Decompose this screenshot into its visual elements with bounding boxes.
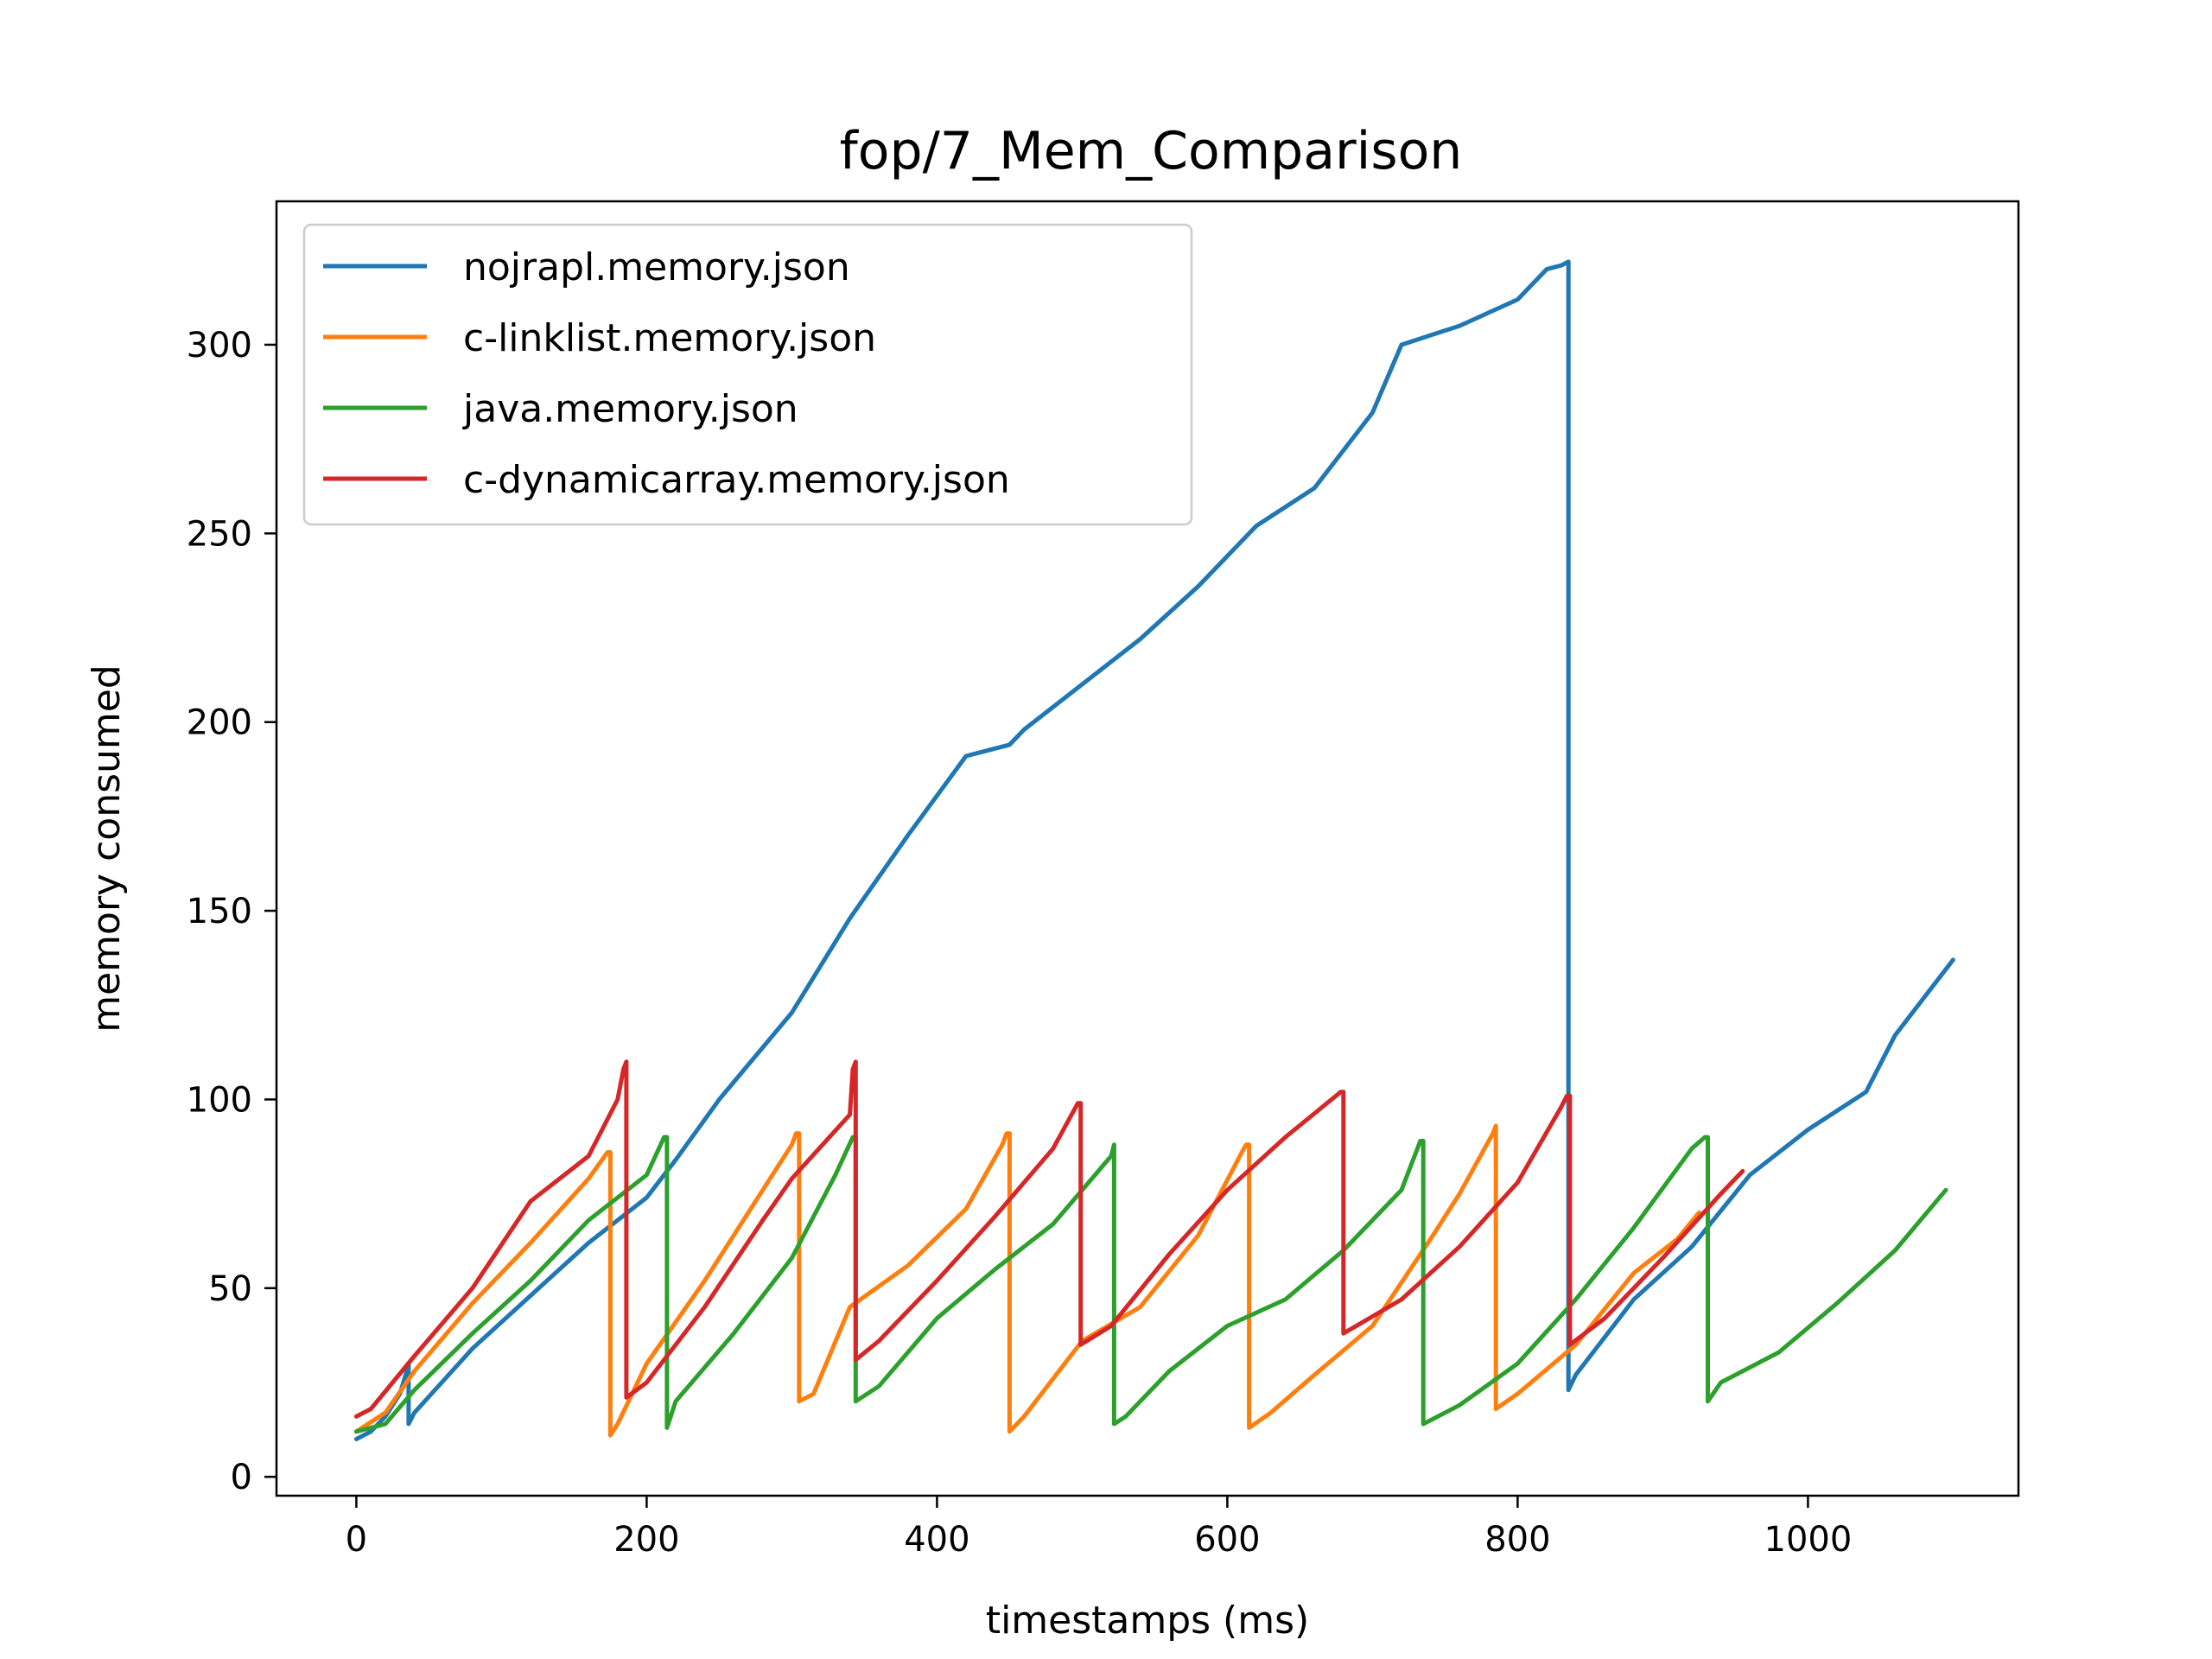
- legend-label: nojrapl.memory.json: [463, 245, 850, 289]
- x-axis-label: timestamps (ms): [986, 1599, 1309, 1643]
- x-tick-label: 800: [1484, 1520, 1550, 1560]
- x-tick-label: 400: [904, 1520, 969, 1560]
- legend: nojrapl.memory.json c-linklist.memory.jso…: [302, 223, 1193, 526]
- legend-label: c-linklist.memory.json: [463, 316, 876, 360]
- x-tick-label: 600: [1194, 1520, 1260, 1560]
- series-line-2: [353, 1135, 1948, 1434]
- series-line-1: [353, 1123, 1701, 1438]
- y-tick-label: 150: [187, 892, 252, 931]
- y-tick-label: 300: [187, 326, 252, 365]
- y-tick-label: 50: [208, 1269, 252, 1309]
- y-tick-label: 100: [187, 1080, 252, 1120]
- x-tick-label: 0: [346, 1520, 367, 1560]
- y-tick-label: 0: [231, 1458, 252, 1497]
- series-line-3: [353, 1059, 1745, 1419]
- legend-frame: [302, 223, 1193, 526]
- y-tick-label: 200: [187, 703, 252, 743]
- x-tick-label: 1000: [1764, 1520, 1853, 1560]
- x-tick-label: 200: [613, 1520, 679, 1560]
- series-line-0: [353, 259, 1955, 1441]
- y-axis-label: memory consumed: [85, 664, 129, 1033]
- x-axis: 0 200 400 600 800 1000: [346, 1496, 1853, 1560]
- y-tick-label: 250: [187, 514, 252, 554]
- legend-label: c-dynamicarray.memory.json: [463, 458, 1010, 502]
- series-layer: [353, 259, 1955, 1441]
- chart-title: fop/7_Mem_Comparison: [840, 121, 1463, 181]
- plot-area-frame: [275, 200, 2020, 1497]
- y-axis: 0 50 100 150 200 250 300: [187, 326, 276, 1497]
- legend-label: java.memory.json: [462, 387, 798, 431]
